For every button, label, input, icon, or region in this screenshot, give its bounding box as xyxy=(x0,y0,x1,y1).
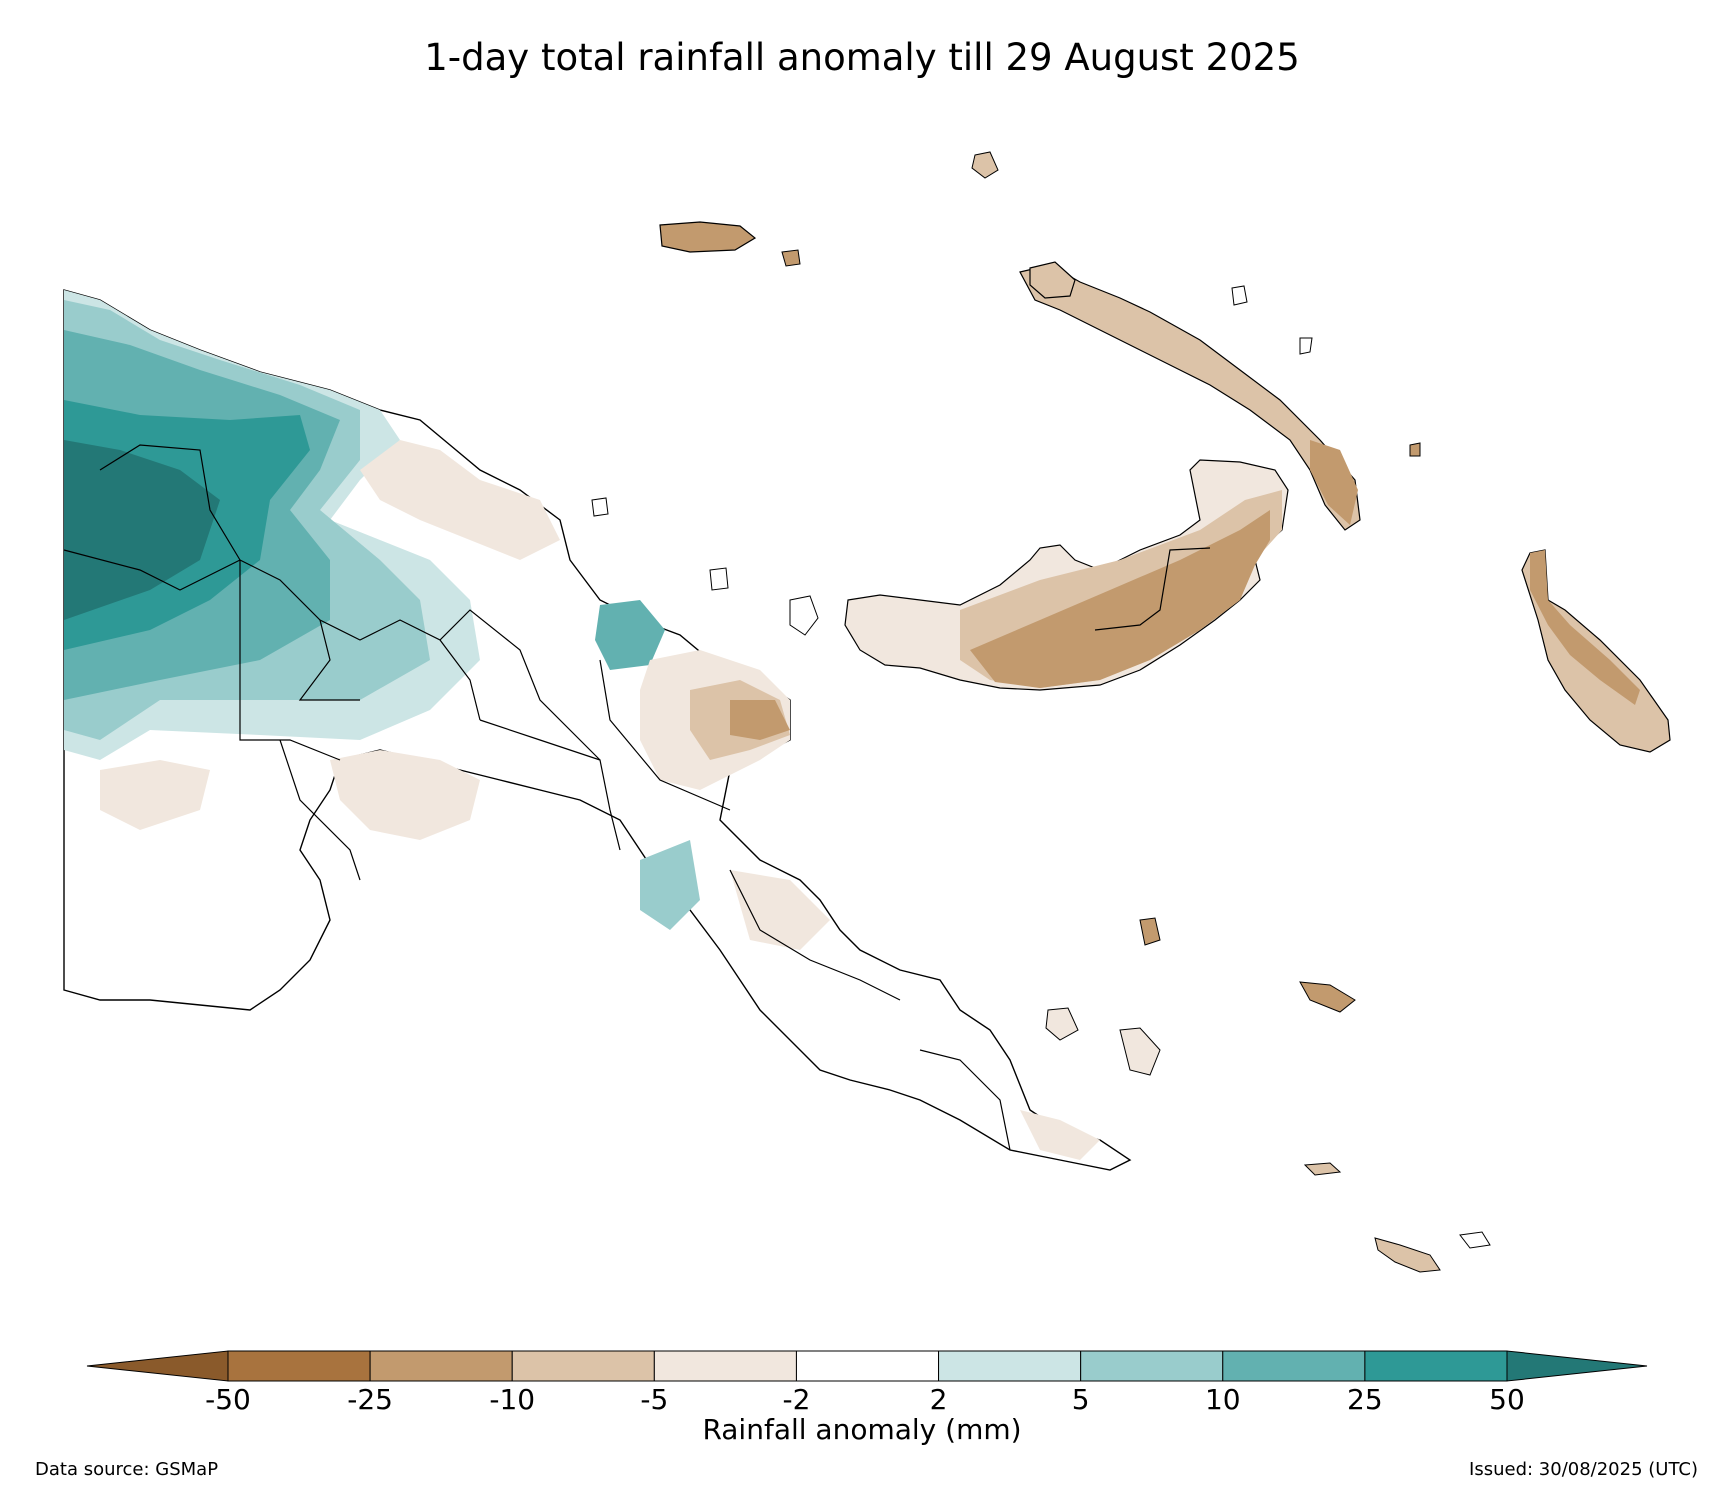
colorbar-tick-label: -10 xyxy=(489,1383,536,1416)
province-boundary xyxy=(919,1049,1011,1151)
colorbar-tick-label: 50 xyxy=(1489,1383,1525,1416)
colorbar-bin xyxy=(795,1350,940,1382)
province-boundary xyxy=(599,659,731,811)
new-ireland-shape xyxy=(1019,264,1361,531)
small-north-islands xyxy=(591,151,1421,636)
issued-date: Issued: 30/08/2025 (UTC) xyxy=(1469,1459,1698,1480)
small-island xyxy=(709,567,729,591)
province-boundary xyxy=(729,869,901,1001)
small-island xyxy=(1119,1027,1161,1076)
colorbar-tick-label: -2 xyxy=(782,1383,811,1416)
wet-zone-east-highlands xyxy=(595,600,665,670)
small-island xyxy=(1459,1231,1491,1249)
province-boundary xyxy=(298,619,360,701)
colorbar-bin xyxy=(1222,1350,1366,1382)
colorbar-tick-label: 5 xyxy=(1071,1383,1090,1416)
bougainville xyxy=(1521,549,1671,753)
south-east-islands xyxy=(1045,917,1491,1273)
small-island xyxy=(1299,981,1356,1013)
dry-zone-south-west xyxy=(100,760,210,830)
province-boundary xyxy=(239,560,341,761)
new-ireland xyxy=(1019,261,1361,531)
small-island xyxy=(971,151,999,179)
colorbar-extension-low xyxy=(86,1350,229,1382)
wet-zone-extreme xyxy=(64,440,220,620)
bougainville-strong-dry xyxy=(1530,550,1640,705)
small-island xyxy=(1374,1237,1441,1273)
colorbar-bin xyxy=(653,1350,797,1382)
small-island xyxy=(1303,1162,1342,1176)
colorbar-bin xyxy=(369,1350,513,1382)
province-boundary xyxy=(1094,547,1211,631)
map-title: 1-day total rainfall anomaly till 29 Aug… xyxy=(424,36,1300,79)
wet-anomaly-zones xyxy=(64,290,700,930)
small-island xyxy=(789,595,819,636)
colorbar-bin xyxy=(511,1350,655,1382)
colorbar-tick-label: -5 xyxy=(640,1383,669,1416)
colorbar-bin xyxy=(227,1350,371,1382)
colorbar-tick-label: 25 xyxy=(1347,1383,1383,1416)
colorbar-tick-label: -25 xyxy=(347,1383,393,1416)
small-island xyxy=(1231,285,1248,306)
dry-zone-morobe xyxy=(730,870,830,950)
province-boundary xyxy=(99,444,241,561)
colorbar-extension-high xyxy=(1506,1350,1648,1382)
data-source-note: Data source: GSMaP xyxy=(35,1459,219,1480)
colorbar-bin xyxy=(1364,1350,1508,1382)
colorbar-tick-label: 10 xyxy=(1204,1383,1241,1416)
manus-island xyxy=(659,221,801,267)
colorbar-bin xyxy=(1080,1350,1224,1382)
province-boundaries xyxy=(63,444,1011,1151)
dry-zone-madang-strong xyxy=(730,700,790,740)
dry-zone-milne-bay xyxy=(1020,1110,1100,1160)
new-britain xyxy=(844,459,1289,691)
dry-anomaly-zones-mainland xyxy=(100,440,1100,1160)
small-island xyxy=(591,497,609,517)
new-britain-strong-dry xyxy=(970,510,1270,688)
small-island xyxy=(1139,917,1161,946)
colorbar-label: Rainfall anomaly (mm) xyxy=(702,1413,1022,1446)
new-hanover xyxy=(1029,261,1076,299)
small-island xyxy=(1045,1007,1079,1041)
wet-zone-central xyxy=(640,840,700,930)
colorbar xyxy=(86,1350,1648,1382)
small-island xyxy=(1409,442,1421,457)
new-ireland-south-dry xyxy=(1310,440,1358,525)
dry-zone-gulf xyxy=(330,750,480,840)
small-island xyxy=(1299,337,1313,355)
province-boundary xyxy=(279,739,361,881)
colorbar-tick-label: 2 xyxy=(929,1383,948,1416)
dry-zone-north-coast xyxy=(360,440,560,560)
small-island xyxy=(781,249,801,267)
colorbar-tick-label: -50 xyxy=(205,1383,251,1416)
manus-island-shape xyxy=(659,221,757,253)
colorbar-bin xyxy=(938,1350,1082,1382)
province-boundary xyxy=(439,609,601,761)
